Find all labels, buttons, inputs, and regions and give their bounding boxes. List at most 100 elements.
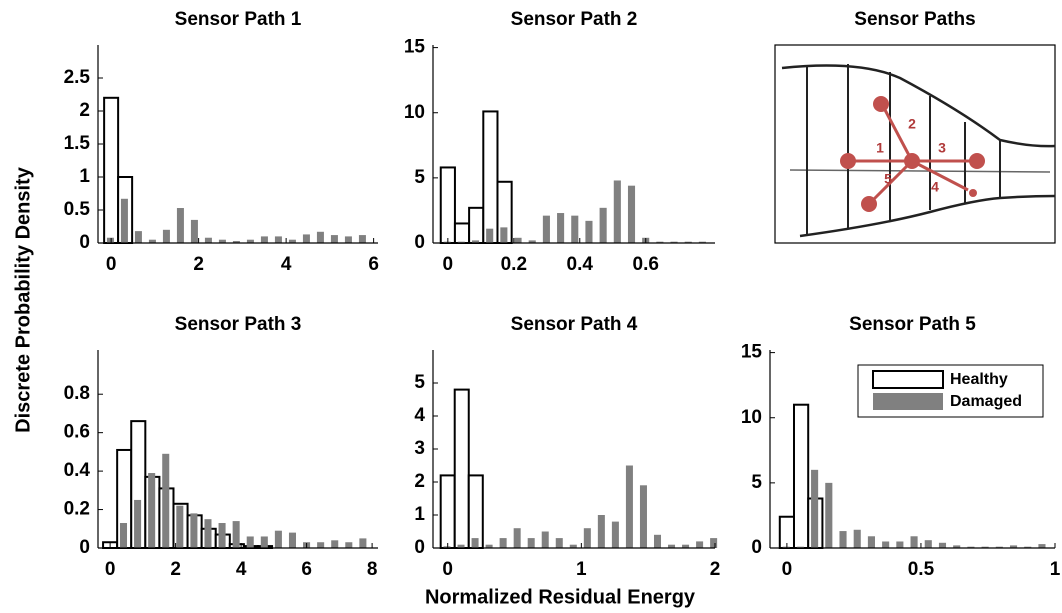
- x-tick-label: 2: [193, 254, 204, 275]
- y-axis-label: Discrete Probability Density: [12, 166, 34, 433]
- x-tick-label: 0.5: [908, 559, 935, 580]
- healthy-bar: [439, 166, 456, 245]
- damaged-bar: [120, 198, 128, 243]
- x-tick-label: 6: [368, 254, 379, 275]
- x-tick-label: 1: [1050, 559, 1061, 580]
- y-tick-label: 5: [414, 167, 425, 188]
- damaged-bar: [218, 523, 226, 548]
- damaged-bar: [627, 185, 636, 243]
- y-tick-label: 2.5: [64, 67, 91, 88]
- damaged-bar: [260, 536, 268, 548]
- damaged-bar: [811, 469, 819, 548]
- path-label: 5: [884, 171, 892, 187]
- damaged-bar: [513, 528, 521, 548]
- chart-title: Sensor Path 1: [175, 9, 302, 30]
- chart-title: Sensor Path 3: [175, 314, 302, 335]
- damaged-bar: [682, 544, 690, 548]
- chart-title: Sensor Path 5: [849, 314, 976, 335]
- damaged-bar: [204, 519, 212, 548]
- damaged-bar: [853, 529, 861, 548]
- damaged-bar: [967, 546, 975, 548]
- damaged-bar: [585, 220, 593, 243]
- damaged-bar: [981, 546, 989, 548]
- damaged-bar: [345, 542, 353, 548]
- x-tick-label: 0.6: [633, 254, 659, 275]
- damaged-bar: [274, 530, 282, 548]
- x-tick-label: 0.2: [501, 254, 527, 275]
- x-tick-label: 6: [301, 559, 312, 580]
- x-tick-label: 0: [442, 559, 453, 580]
- legend-swatch: [872, 370, 944, 389]
- y-tick-label: 15: [404, 37, 426, 58]
- y-tick-label: 0.5: [64, 199, 91, 220]
- x-tick-label: 2: [170, 559, 181, 580]
- y-tick-label: 0: [414, 537, 425, 558]
- damaged-bar: [148, 473, 156, 548]
- y-tick-label: 0.8: [64, 383, 90, 404]
- damaged-bar: [867, 536, 875, 548]
- x-tick-label: 0.4: [567, 254, 594, 275]
- sensor-diagram: 1 2 3 4 5: [774, 44, 1056, 244]
- y-tick-label: 2: [414, 471, 425, 492]
- damaged-bar: [613, 180, 621, 243]
- damaged-bar: [500, 227, 508, 243]
- damaged-bar: [288, 532, 296, 548]
- y-tick-label: 0: [79, 537, 90, 558]
- damaged-bar: [514, 237, 522, 243]
- damaged-bar: [232, 241, 240, 243]
- damaged-bar: [670, 241, 678, 243]
- damaged-bar: [656, 241, 664, 243]
- path-label: 4: [931, 179, 939, 195]
- damaged-bar: [557, 213, 565, 243]
- damaged-bar: [924, 540, 932, 548]
- y-tick-label: 0.4: [64, 460, 91, 481]
- x-axis-label: Normalized Residual Energy: [425, 586, 696, 608]
- y-tick-label: 3: [414, 438, 425, 459]
- healthy-bar: [439, 474, 456, 549]
- damaged-bar: [148, 239, 156, 243]
- damaged-bar: [599, 207, 607, 243]
- x-tick-label: 2: [710, 559, 721, 580]
- damaged-bar: [499, 538, 507, 548]
- y-tick-label: 5: [414, 372, 425, 393]
- damaged-bar: [527, 538, 535, 548]
- y-tick-label: 5: [751, 472, 762, 493]
- damaged-bar: [162, 229, 170, 243]
- healthy-bar: [467, 474, 484, 549]
- damaged-bar: [471, 538, 479, 548]
- damaged-bar: [486, 228, 494, 243]
- damaged-bar: [190, 513, 198, 548]
- damaged-bar: [995, 546, 1003, 548]
- damaged-bar: [839, 531, 847, 548]
- damaged-bar: [317, 542, 325, 548]
- diagram-title: Sensor Paths: [854, 9, 975, 30]
- healthy-bar: [453, 388, 470, 549]
- legend-swatch: [873, 393, 943, 410]
- y-tick-label: 0: [79, 232, 90, 253]
- damaged-bar: [825, 482, 833, 548]
- damaged-bar: [331, 540, 339, 548]
- healthy-bar: [468, 206, 485, 244]
- damaged-bar: [1009, 545, 1018, 548]
- damaged-bar: [953, 545, 961, 548]
- damaged-bar: [625, 465, 633, 548]
- damaged-bar: [1024, 546, 1032, 548]
- damaged-bar: [134, 231, 142, 243]
- damaged-bar: [696, 541, 704, 548]
- damaged-bar: [710, 538, 718, 548]
- x-tick-label: 1: [576, 559, 587, 580]
- damaged-bar: [218, 239, 226, 243]
- healthy-bar: [792, 403, 810, 550]
- damaged-bar: [176, 505, 184, 548]
- y-tick-label: 10: [741, 407, 762, 428]
- damaged-bar: [443, 546, 451, 548]
- damaged-bar: [106, 237, 114, 243]
- y-tick-label: 1: [414, 504, 425, 525]
- damaged-bar: [569, 544, 577, 548]
- y-tick-label: 0: [414, 232, 425, 253]
- path-label: 3: [938, 140, 946, 156]
- damaged-bar: [457, 241, 465, 243]
- damaged-bar: [330, 235, 338, 243]
- damaged-bar: [457, 544, 465, 548]
